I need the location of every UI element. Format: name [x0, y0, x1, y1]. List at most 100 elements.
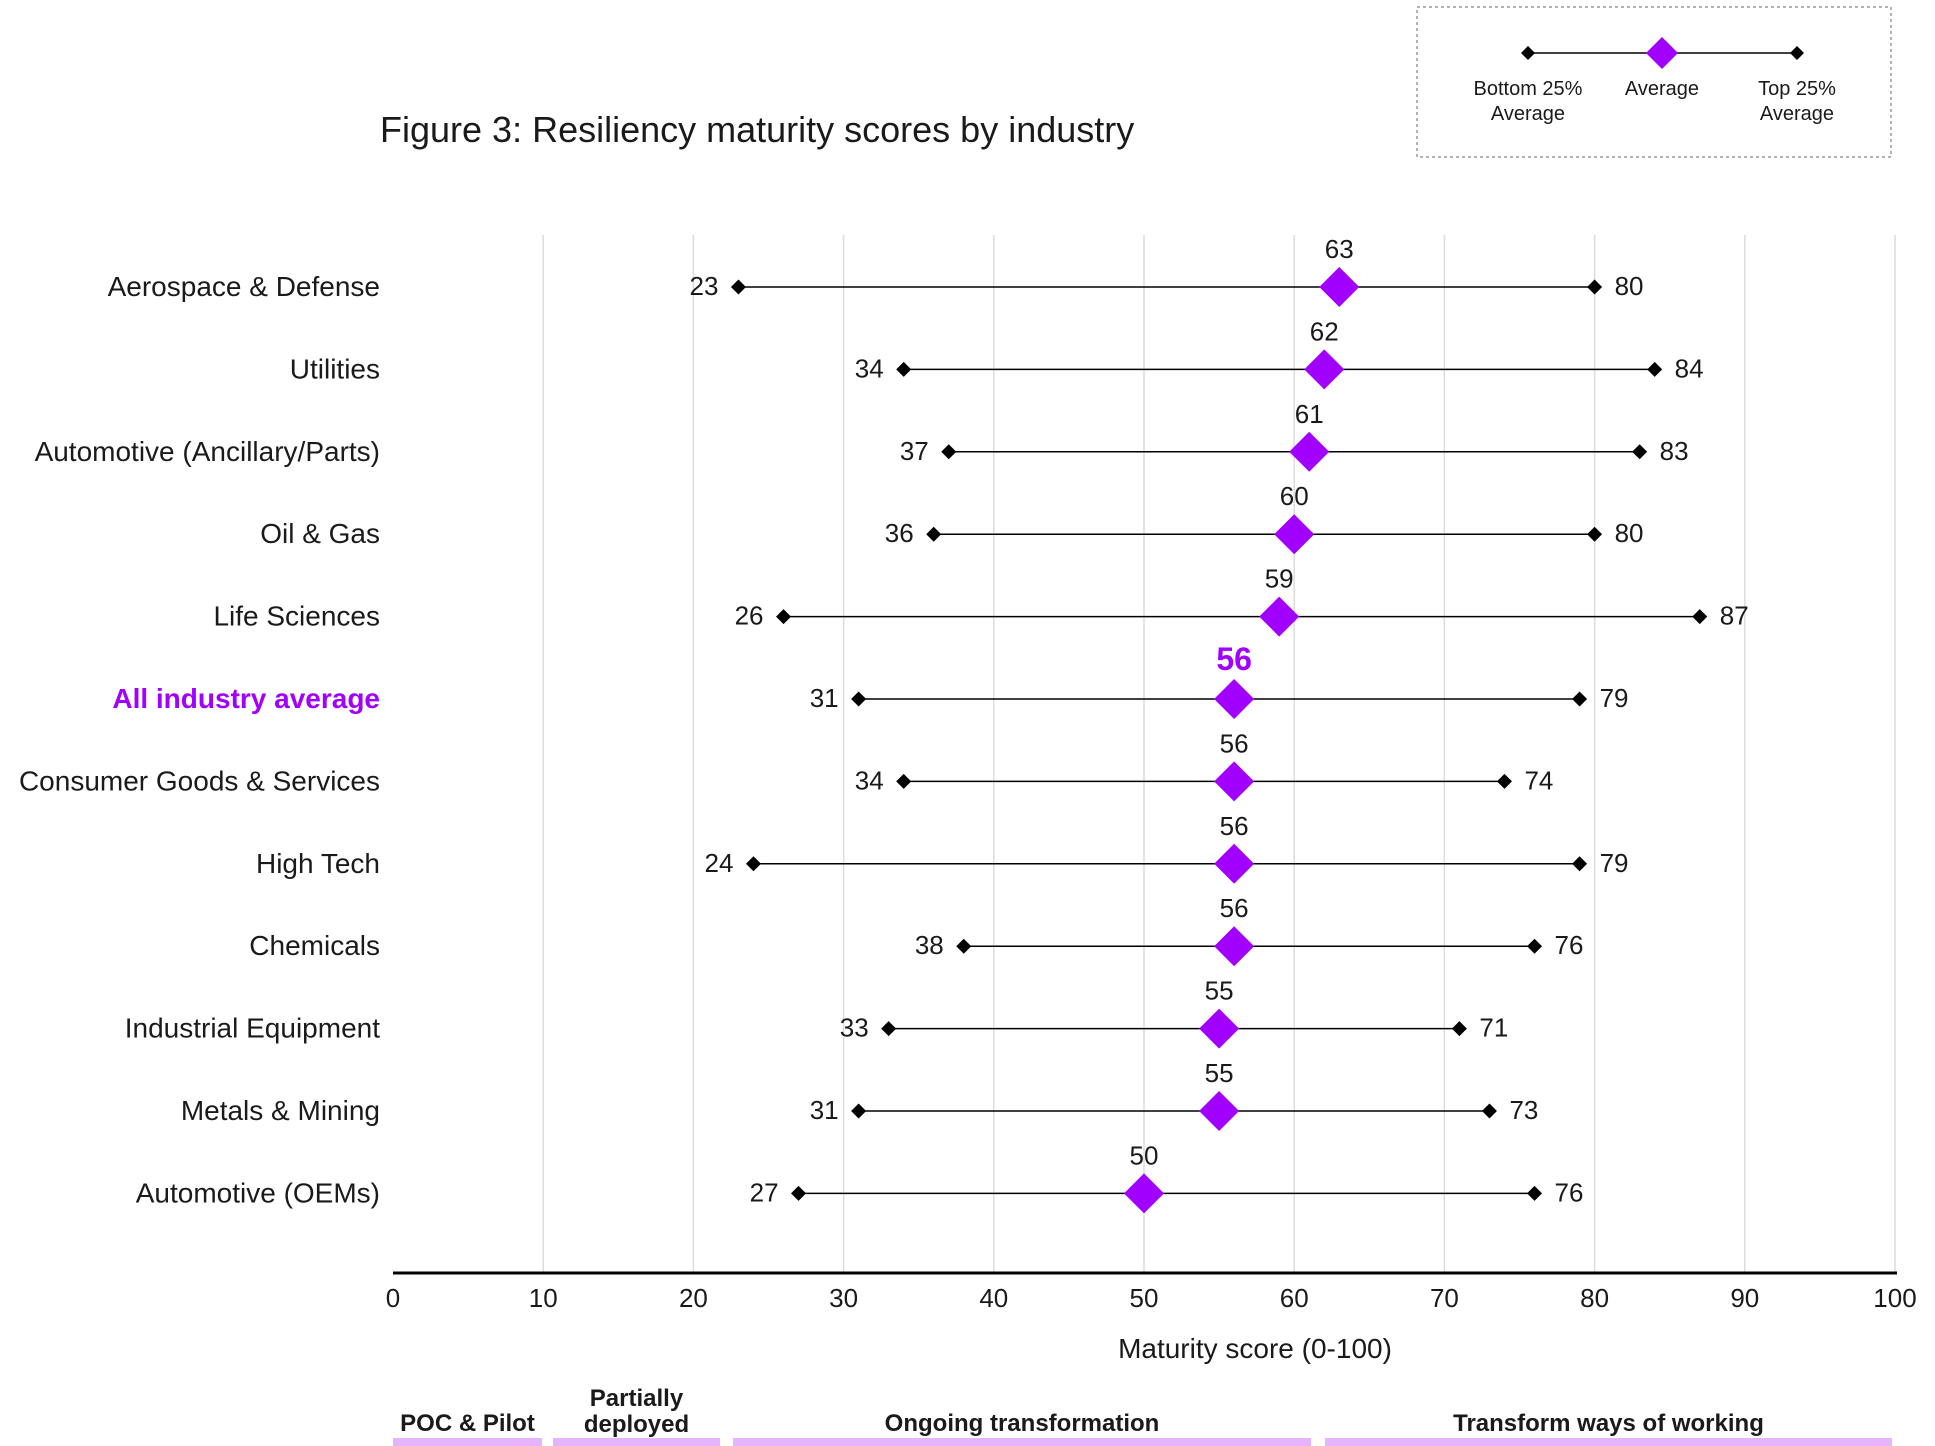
- bottom-value-label: 24: [705, 848, 734, 878]
- bottom-value-label: 27: [750, 1177, 779, 1207]
- average-marker: [1214, 843, 1255, 884]
- category-label: Utilities: [290, 353, 380, 384]
- stage-bar: [393, 1438, 542, 1446]
- x-axis: 0 10 20 30 40 50 60 70 80 90 100: [386, 1271, 1917, 1313]
- top-value-label: 83: [1660, 436, 1689, 466]
- average-marker: [1289, 431, 1330, 472]
- row-1: Utilities 34 84 62: [290, 316, 1704, 390]
- average-marker: [1124, 1173, 1164, 1214]
- legend-bottom-label: Bottom 25% Average: [1474, 78, 1583, 125]
- row-0: Aerospace & Defense 23 80 63: [108, 234, 1644, 307]
- top-marker: [1632, 444, 1648, 460]
- row-3: Oil & Gas 36 80 60: [260, 481, 1644, 555]
- maturity-stages: POC & Pilot Partially deployed Ongoing tran…: [393, 1385, 1892, 1446]
- bottom-marker: [896, 773, 912, 789]
- x-tick-label: 70: [1430, 1283, 1459, 1313]
- legend: Bottom 25% Average Average Top 25% Average: [1416, 6, 1892, 158]
- bottom-value-label: 34: [855, 765, 884, 795]
- top-value-label: 79: [1600, 848, 1629, 878]
- x-tick-label: 80: [1580, 1283, 1609, 1313]
- stage-1: Partially deployed: [553, 1385, 720, 1446]
- x-tick-label: 10: [529, 1283, 558, 1313]
- row-5: All industry average 31 79 56: [112, 641, 1629, 719]
- top-marker: [1587, 526, 1603, 542]
- stage-label: Ongoing transformation: [885, 1410, 1160, 1437]
- stage-3: Transform ways of working: [1325, 1410, 1892, 1446]
- category-label: Chemicals: [249, 930, 380, 961]
- grid-lines: [542, 235, 1896, 1273]
- average-marker: [1304, 349, 1345, 390]
- top-marker: [1572, 691, 1588, 707]
- average-value-label: 63: [1325, 234, 1354, 264]
- row-7: High Tech 24 79 56: [256, 811, 1629, 884]
- top-marker: [1451, 1021, 1467, 1037]
- x-tick-label: 40: [979, 1283, 1008, 1313]
- x-tick-label: 100: [1873, 1283, 1916, 1313]
- average-marker: [1214, 679, 1255, 719]
- row-4: Life Sciences 26 87 59: [213, 564, 1749, 637]
- row-9: Industrial Equipment 33 71 55: [125, 976, 1508, 1049]
- category-label: Life Sciences: [213, 601, 380, 632]
- average-marker: [1274, 514, 1315, 555]
- top-value-label: 80: [1615, 271, 1644, 301]
- legend-bottom-marker: [1521, 46, 1535, 60]
- average-marker: [1214, 761, 1255, 802]
- bottom-marker: [956, 938, 972, 954]
- average-value-label: 61: [1295, 399, 1324, 429]
- average-marker: [1319, 267, 1360, 307]
- top-value-label: 76: [1555, 1177, 1584, 1207]
- x-tick-label: 0: [386, 1283, 400, 1313]
- top-value-label: 71: [1479, 1013, 1508, 1043]
- bottom-marker: [745, 856, 761, 872]
- category-label: Consumer Goods & Services: [19, 765, 380, 796]
- stage-bar: [553, 1438, 720, 1446]
- top-value-label: 87: [1720, 601, 1749, 631]
- top-marker: [1647, 361, 1663, 377]
- legend-top-label: Top 25% Average: [1758, 78, 1836, 125]
- top-marker: [1572, 856, 1588, 872]
- x-tick-label: 30: [829, 1283, 858, 1313]
- stage-label: POC & Pilot: [400, 1410, 535, 1437]
- bottom-marker: [896, 361, 912, 377]
- category-label: Automotive (Ancillary/Parts): [35, 436, 380, 467]
- category-label: Industrial Equipment: [125, 1013, 380, 1044]
- average-value-label: 50: [1130, 1140, 1159, 1170]
- stage-label: Transform ways of working: [1453, 1410, 1764, 1437]
- row-10: Metals & Mining 31 73 55: [181, 1058, 1538, 1131]
- x-tick-label: 90: [1730, 1283, 1759, 1313]
- bottom-value-label: 37: [900, 436, 929, 466]
- top-value-label: 84: [1675, 353, 1704, 383]
- stage-2: Ongoing transformation: [733, 1410, 1311, 1446]
- bottom-value-label: 31: [810, 683, 839, 713]
- stage-label: Partially deployed: [584, 1385, 689, 1438]
- bottom-value-label: 31: [810, 1095, 839, 1125]
- row-11: Automotive (OEMs) 27 76 50: [136, 1140, 1584, 1214]
- bottom-value-label: 33: [840, 1013, 869, 1043]
- stage-bar: [733, 1438, 1311, 1446]
- bottom-value-label: 38: [915, 930, 944, 960]
- top-marker: [1481, 1103, 1497, 1119]
- average-value-label: 56: [1220, 811, 1249, 841]
- bottom-value-label: 23: [690, 271, 719, 301]
- chart-rows: Aerospace & Defense 23 80 63 Utilities 34 84 62…: [19, 234, 1749, 1214]
- average-value-label: 56: [1220, 728, 1249, 758]
- category-label: Automotive (OEMs): [136, 1177, 380, 1208]
- average-marker: [1199, 1008, 1240, 1049]
- row-8: Chemicals 38 76 56: [249, 893, 1583, 967]
- chart-title: Figure 3: Resiliency maturity scores by …: [380, 109, 1134, 150]
- row-2: Automotive (Ancillary/Parts) 37 83 61: [35, 399, 1689, 472]
- top-marker: [1496, 773, 1512, 789]
- category-label: Metals & Mining: [181, 1095, 380, 1126]
- average-value-label: 55: [1205, 976, 1234, 1006]
- average-value-label: 56: [1220, 893, 1249, 923]
- bottom-marker: [730, 279, 746, 295]
- bottom-marker: [926, 526, 942, 542]
- category-label: Oil & Gas: [260, 518, 380, 549]
- row-6: Consumer Goods & Services 34 74 56: [19, 728, 1553, 802]
- top-marker: [1587, 279, 1603, 295]
- stage-0: POC & Pilot: [393, 1410, 542, 1446]
- average-value-label: 62: [1310, 316, 1339, 346]
- x-tick-label: 60: [1280, 1283, 1309, 1313]
- bottom-marker: [851, 1103, 867, 1119]
